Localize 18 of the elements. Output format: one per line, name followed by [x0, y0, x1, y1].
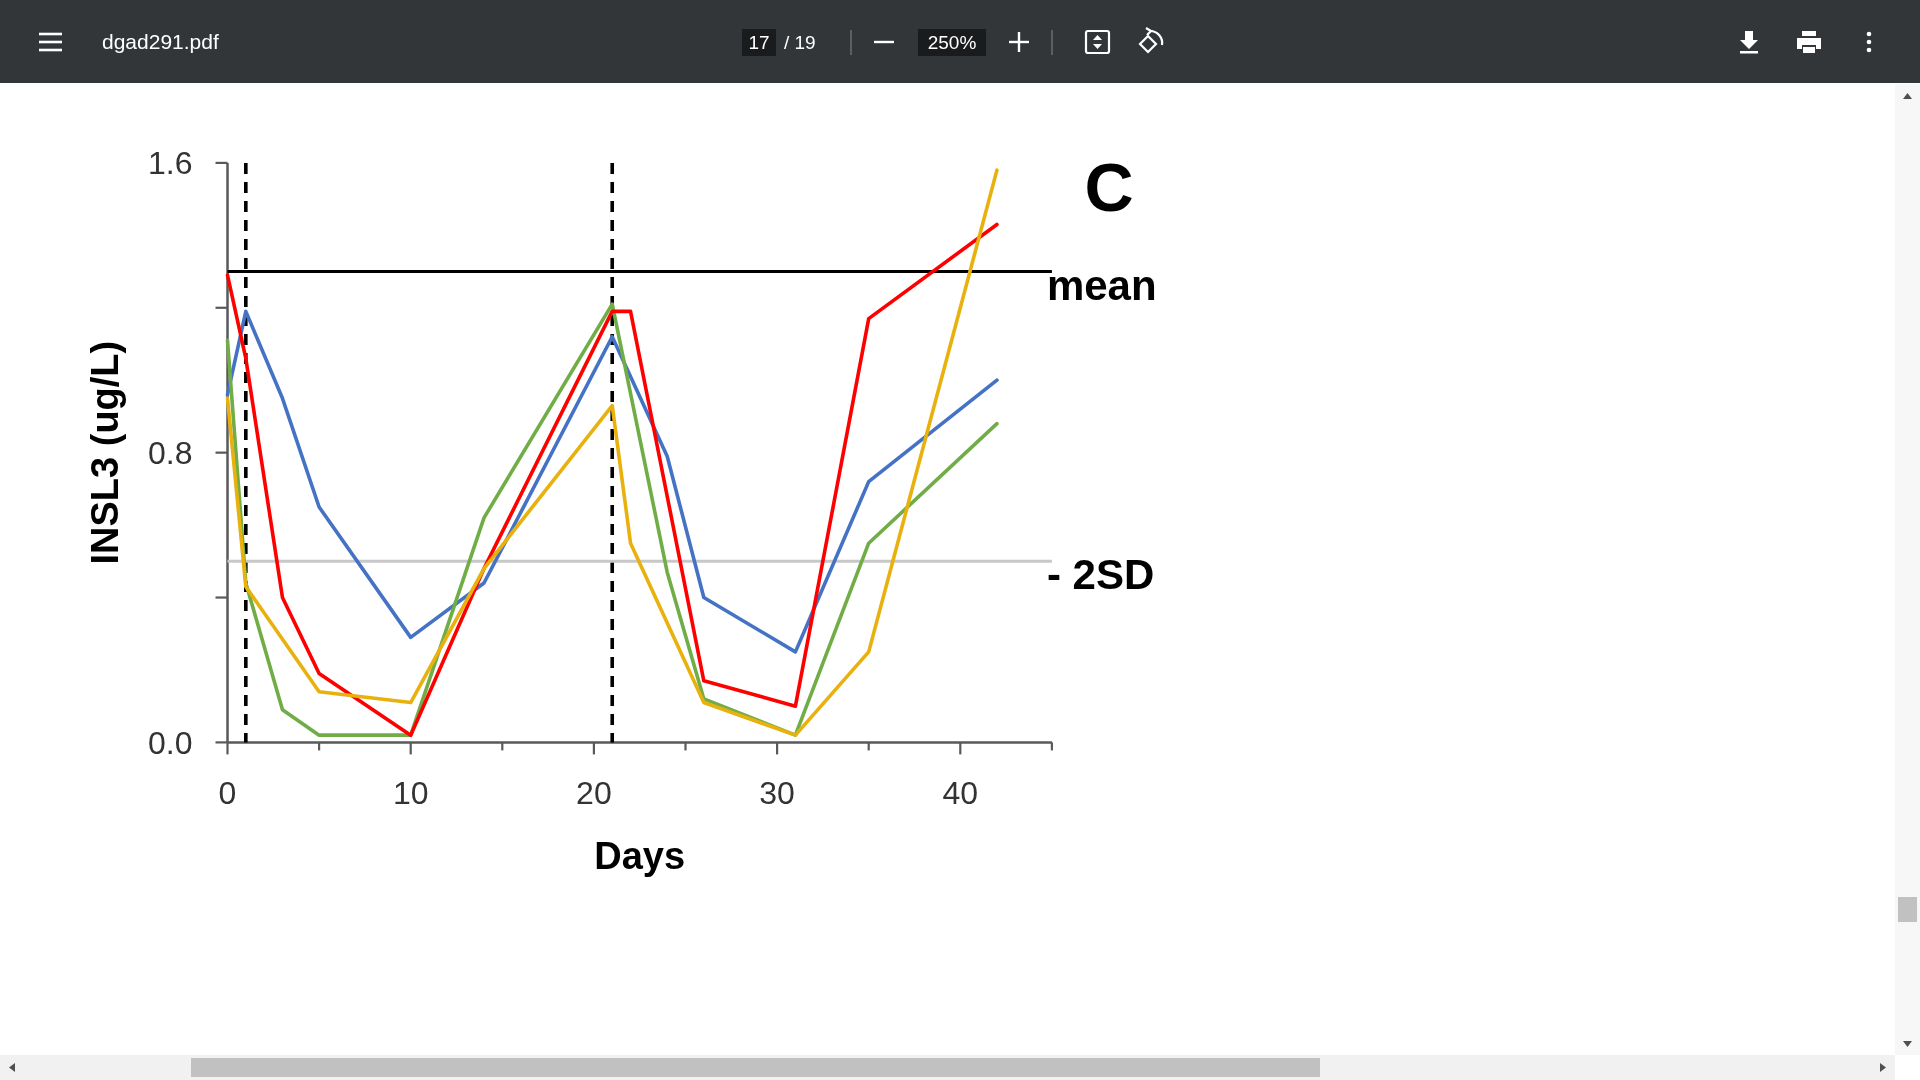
x-tick-label: 0	[218, 775, 237, 812]
y-tick-label: 0.8	[148, 435, 193, 472]
chart-title: C	[1084, 149, 1134, 225]
text: dgad291.pdf	[102, 30, 219, 53]
text: / 19	[784, 32, 816, 53]
y-tick-label: 1.6	[148, 145, 193, 182]
x-tick-label: 40	[942, 775, 979, 812]
x-tick-label: 20	[576, 775, 612, 812]
ref-line-label: - 2SD	[1046, 551, 1155, 599]
line-series	[225, 309, 999, 654]
text: 250%	[927, 32, 977, 53]
y-tick-label: 0.0	[148, 724, 193, 761]
text: 17	[748, 32, 770, 53]
x-tick-label: 30	[759, 775, 795, 812]
x-axis-title: Days	[594, 835, 686, 877]
x-tick-label: 10	[392, 775, 429, 812]
y-axis-title: INSL3 (ug/L)	[84, 340, 126, 565]
ref-line-label: mean	[1046, 261, 1157, 309]
